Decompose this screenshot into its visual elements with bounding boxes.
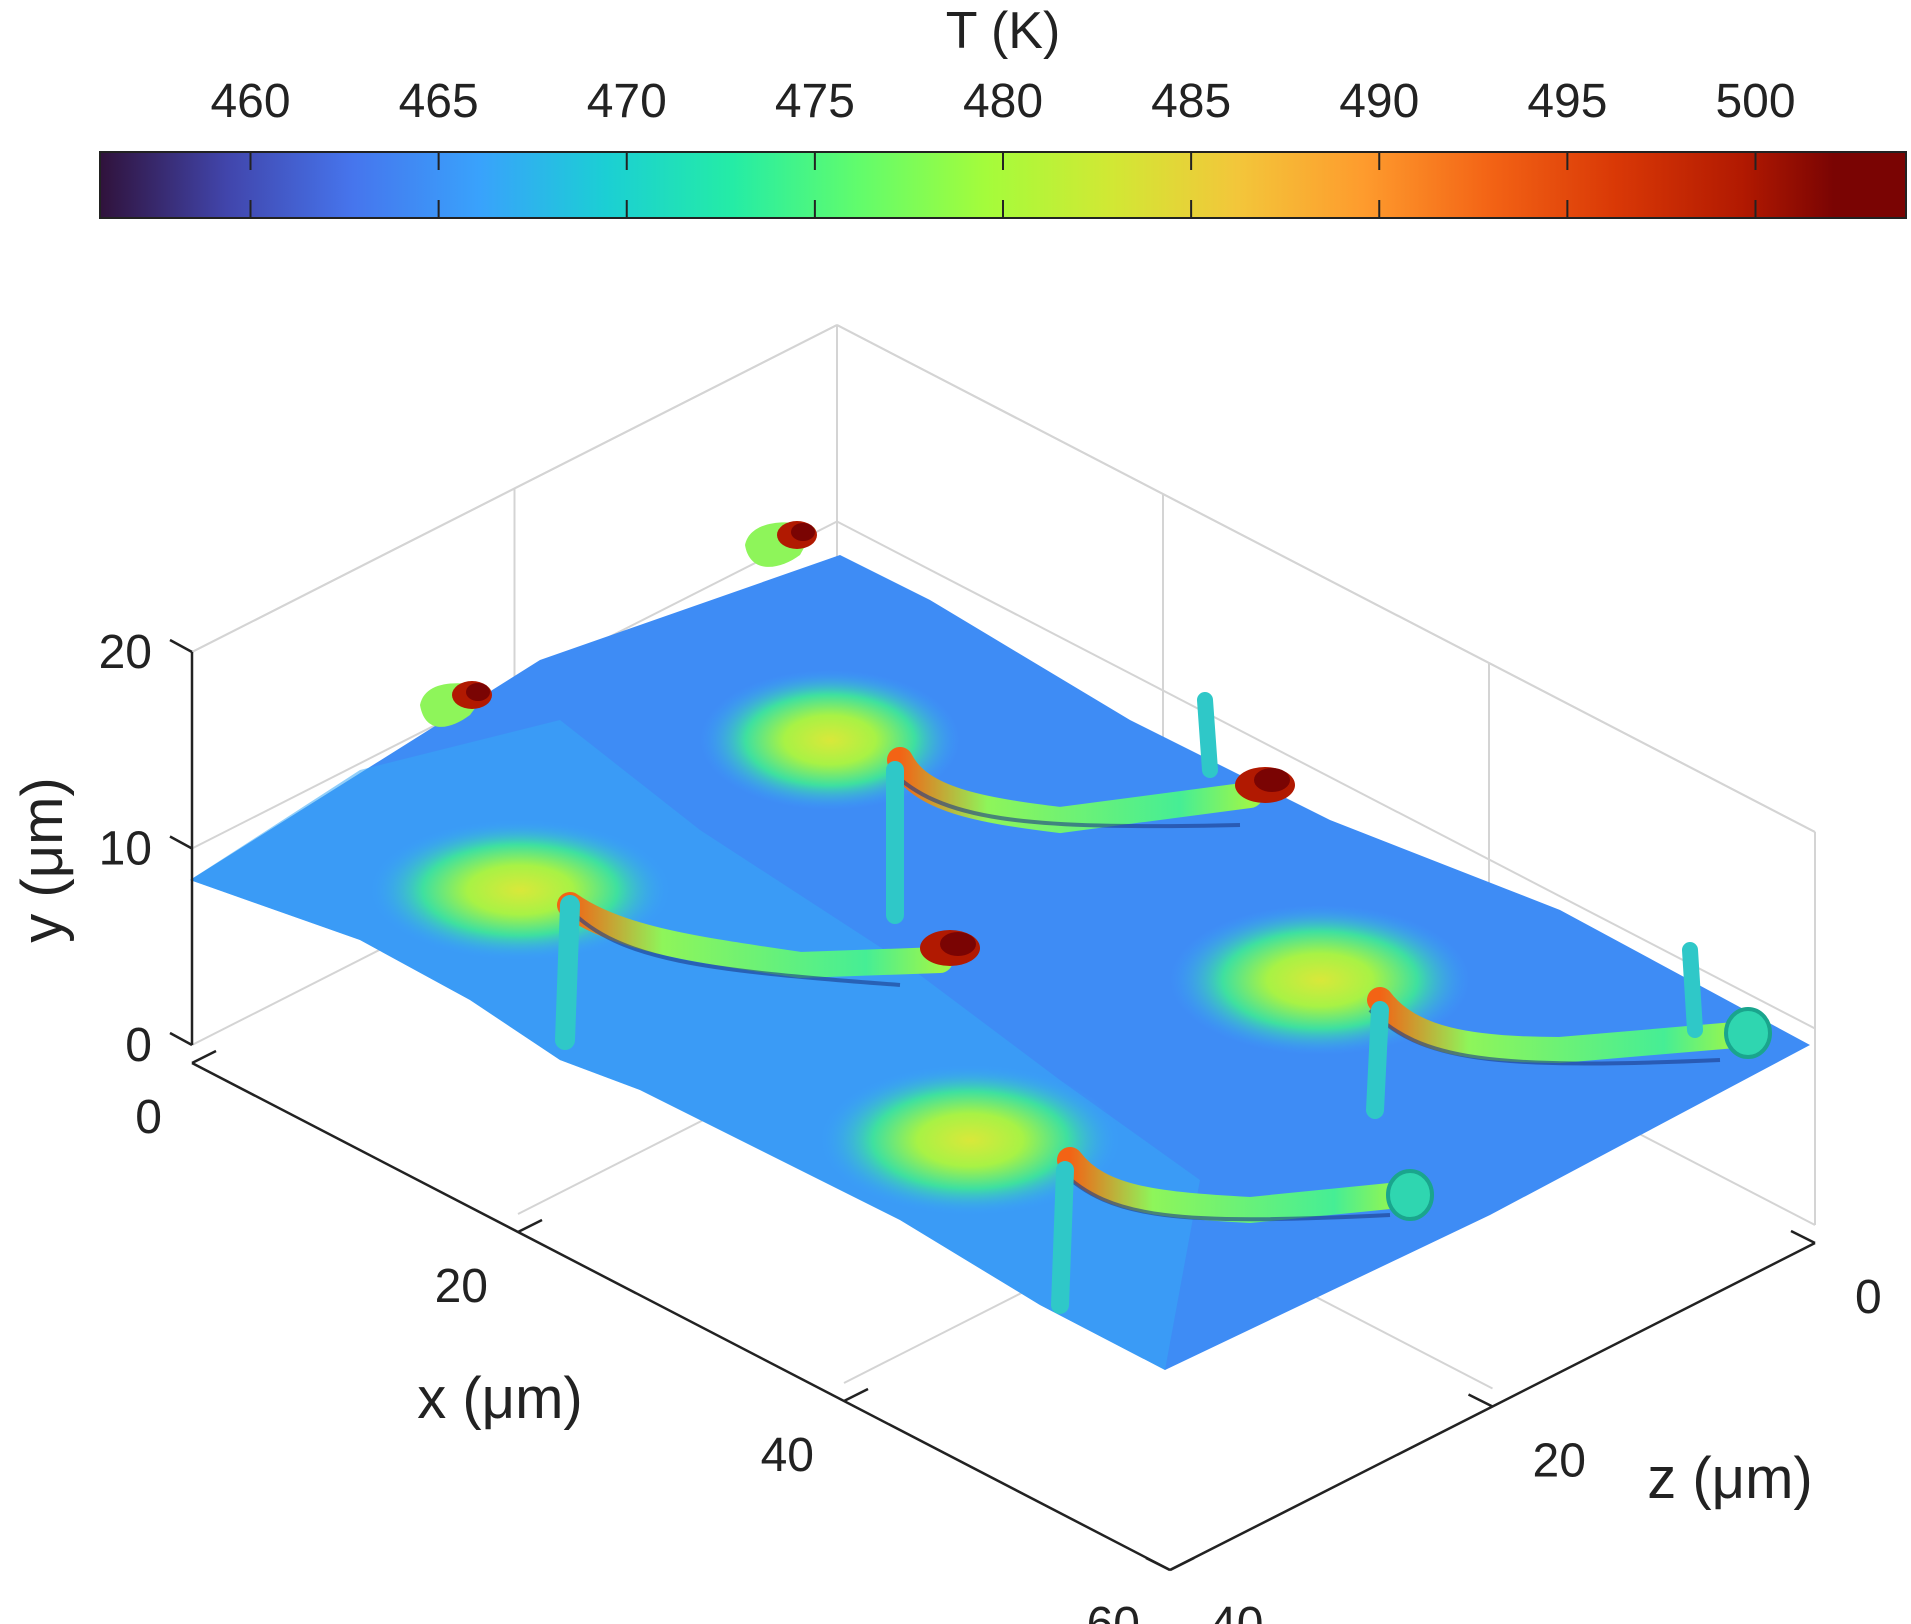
grid-line: [836, 520, 1816, 1030]
z-tick: [1467, 1393, 1494, 1408]
y-axis-label: y (μm): [10, 777, 75, 942]
x-tick: [191, 1049, 217, 1065]
z-tick-label: 20: [1533, 1435, 1586, 1488]
y-tick: [169, 638, 193, 654]
y-tick-label: 10: [99, 823, 152, 876]
z-tick-label: 40: [1210, 1598, 1263, 1624]
x-tick-label: 60: [1087, 1598, 1140, 1624]
axes-front: 0 10 20 0 20 40 60 0 20 40: [99, 626, 1882, 1624]
x-tick-label: 0: [135, 1091, 162, 1144]
warm-region-3: [820, 1065, 1120, 1215]
y-tick: [169, 1031, 193, 1047]
ridge-3: [1051, 1147, 1434, 1314]
x-tick: [1169, 1556, 1195, 1572]
colorbar-tick-label: 475: [775, 75, 855, 128]
y-tick-label: 20: [99, 626, 152, 679]
colorbar-tick-label: 480: [963, 75, 1043, 128]
x-axis-label: x (μm): [417, 1366, 582, 1431]
colorbar: T (K) 460 465 470 475 480 485 490 495 500: [99, 2, 1907, 219]
z-tick: [1790, 1229, 1816, 1245]
colorbar-tick-label: 500: [1715, 75, 1795, 128]
hot-tip-2: [745, 521, 817, 567]
z-tick: [1145, 1556, 1171, 1572]
temperature-surface: [190, 521, 1810, 1370]
colorbar-tick-label: 465: [399, 75, 479, 128]
colorbar-tick-label: 490: [1339, 75, 1419, 128]
z-tick-label: 0: [1855, 1271, 1882, 1324]
x-tick: [843, 1387, 869, 1403]
colorbar-title: T (K): [946, 2, 1061, 60]
ridge-1: [555, 892, 980, 1050]
colorbar-ticks: 460 465 470 475 480 485 490 495 500: [210, 75, 1796, 218]
ridge-2: [886, 747, 1295, 924]
hot-tip-1: [420, 681, 492, 727]
colorbar-tick-label: 485: [1151, 75, 1231, 128]
ridge-5-stem: [1197, 692, 1218, 778]
x-tick-label: 20: [435, 1260, 488, 1313]
y-tick-label: 0: [125, 1019, 152, 1072]
y-tick: [169, 835, 193, 850]
colorbar-tick-label: 460: [210, 75, 290, 128]
colorbar-tick-label: 470: [587, 75, 667, 128]
x-tick-label: 40: [761, 1429, 814, 1482]
ridge-4: [1366, 942, 1772, 1119]
z-axis-label: z (μm): [1647, 1446, 1812, 1511]
grid-line: [836, 324, 1816, 833]
x-tick: [517, 1218, 543, 1234]
colorbar-tick-label: 495: [1527, 75, 1607, 128]
axis-line: [191, 1061, 1171, 1572]
